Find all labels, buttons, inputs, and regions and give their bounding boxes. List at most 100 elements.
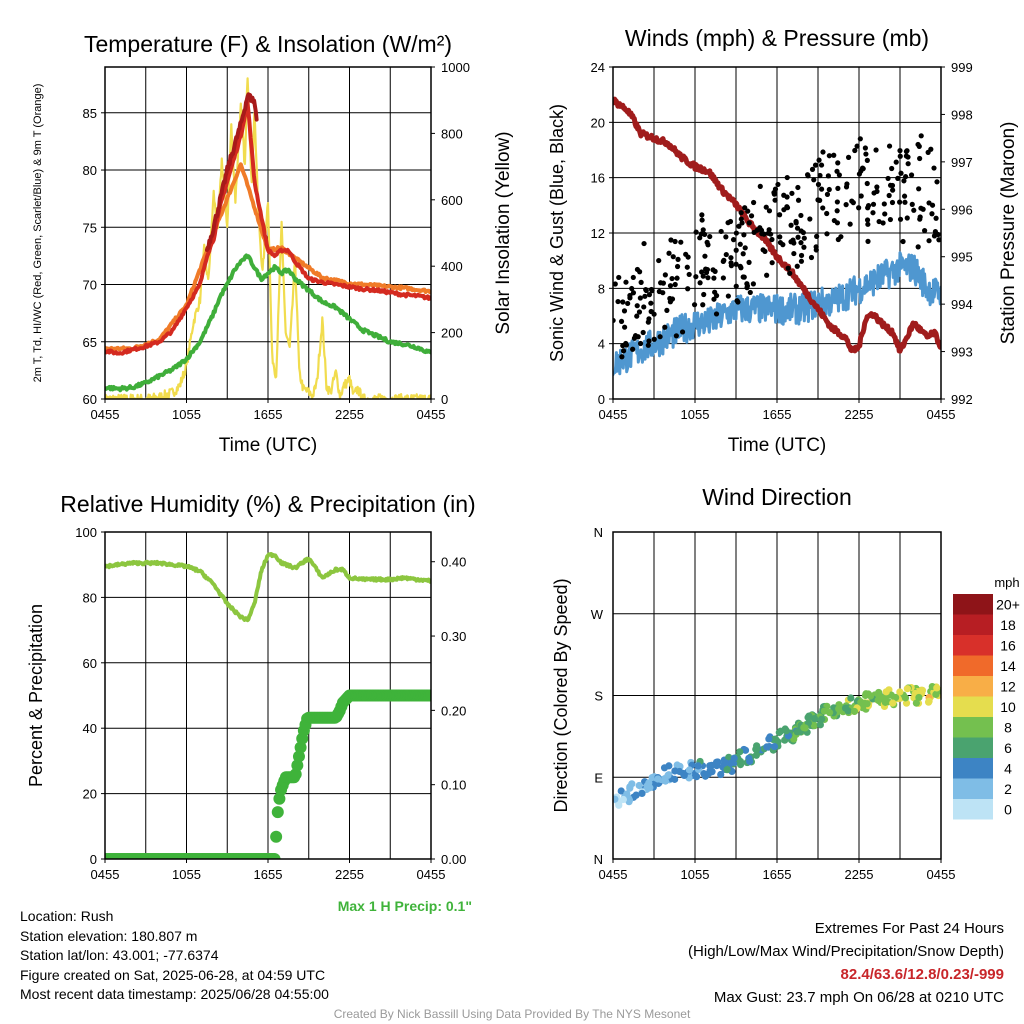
y-axis-label: Direction (Colored By Speed) <box>551 578 571 812</box>
gust-point <box>852 147 858 154</box>
direction-point <box>617 787 625 795</box>
gust-point <box>850 200 856 206</box>
plot-area <box>613 96 941 377</box>
gust-point <box>881 201 887 207</box>
colorbar-swatch <box>953 778 993 799</box>
colorbar-swatch <box>953 676 993 697</box>
gust-point <box>733 247 739 253</box>
gust-point <box>824 191 831 197</box>
direction-point <box>933 684 941 692</box>
gust-point <box>920 206 926 212</box>
direction-point <box>664 771 672 779</box>
x-tick-label: 1055 <box>172 407 201 422</box>
direction-point <box>889 699 897 707</box>
gust-point <box>811 177 817 183</box>
gust-point <box>762 248 768 254</box>
y-tick-label: 12 <box>591 226 605 241</box>
y2-tick-label: 992 <box>951 392 973 407</box>
direction-point <box>881 698 889 706</box>
gust-point <box>685 286 691 292</box>
gust-point <box>794 225 801 231</box>
direction-point <box>619 795 627 804</box>
direction-point <box>736 761 745 769</box>
gust-point <box>686 271 692 278</box>
gust-point <box>784 174 790 181</box>
wind-speed-line <box>613 251 941 377</box>
gust-point <box>820 149 826 155</box>
gust-point <box>826 186 832 193</box>
gust-point <box>697 280 703 286</box>
y-tick-label: E <box>594 770 603 785</box>
gust-point <box>634 303 640 309</box>
gust-point <box>801 235 807 241</box>
gust-point <box>630 290 637 296</box>
direction-point <box>632 791 640 799</box>
gust-point <box>651 311 657 317</box>
gust-point <box>808 254 815 261</box>
y2-axis-label: Solar Insolation (Yellow) <box>493 131 514 334</box>
gust-point <box>834 199 840 205</box>
direction-point <box>810 722 819 730</box>
gust-point <box>766 227 772 233</box>
gust-point <box>746 259 752 265</box>
gust-point <box>858 168 864 174</box>
gust-point <box>669 275 675 282</box>
gust-point <box>766 208 773 214</box>
gust-point <box>751 199 757 206</box>
direction-point <box>882 688 890 696</box>
humidity-line <box>105 552 431 623</box>
y-axis-label: 2m T, Td, HI/WC (Red, Green, Scarlet/Blu… <box>32 84 44 383</box>
gust-point <box>700 273 706 279</box>
gust-point <box>834 208 840 214</box>
gust-point <box>733 283 739 289</box>
y2-tick-label: 400 <box>441 259 463 274</box>
gust-point <box>669 296 676 302</box>
gust-point <box>813 247 819 253</box>
gust-point <box>911 207 917 213</box>
colorbar-label: 12 <box>1000 678 1016 694</box>
direction-point <box>692 773 701 781</box>
gust-point <box>664 307 670 313</box>
direction-point <box>903 685 911 693</box>
gust-point <box>637 295 643 301</box>
gust-point <box>847 221 853 227</box>
gust-point <box>675 256 681 262</box>
gust-point <box>769 236 775 243</box>
gust-point <box>863 151 869 157</box>
gust-point <box>886 192 892 199</box>
direction-point <box>736 748 744 756</box>
gust-point <box>929 211 935 217</box>
plot-frame <box>104 531 432 860</box>
gust-point <box>871 190 877 196</box>
gust-point <box>865 221 871 227</box>
gust-point <box>909 201 915 207</box>
gust-point <box>645 342 651 348</box>
gust-point <box>738 265 744 271</box>
gust-point <box>826 153 832 159</box>
colorbar-swatch <box>953 758 993 779</box>
gust-point <box>712 289 718 295</box>
gust-point <box>758 227 765 233</box>
gust-point <box>658 280 664 286</box>
colorbar-label: 2 <box>1004 781 1012 797</box>
colorbar-title: mph <box>994 575 1019 590</box>
y-tick-label: 70 <box>83 278 97 293</box>
x-axis-label: Time (UTC) <box>728 435 827 456</box>
direction-point <box>763 743 771 751</box>
gust-point <box>777 212 783 218</box>
gust-point <box>901 178 907 184</box>
gust-point <box>618 318 625 325</box>
gust-point <box>711 296 717 302</box>
gust-point <box>798 240 804 246</box>
gust-point <box>904 215 910 221</box>
gust-point <box>798 228 804 234</box>
y2-tick-label: 996 <box>951 202 973 217</box>
gust-point <box>918 133 924 139</box>
gust-point <box>897 216 904 222</box>
gust-point <box>740 274 746 280</box>
gust-point <box>787 270 793 276</box>
gust-point <box>666 250 672 256</box>
gust-point <box>873 147 879 153</box>
gust-point <box>818 162 825 168</box>
y2-tick-label: 1000 <box>441 60 470 75</box>
